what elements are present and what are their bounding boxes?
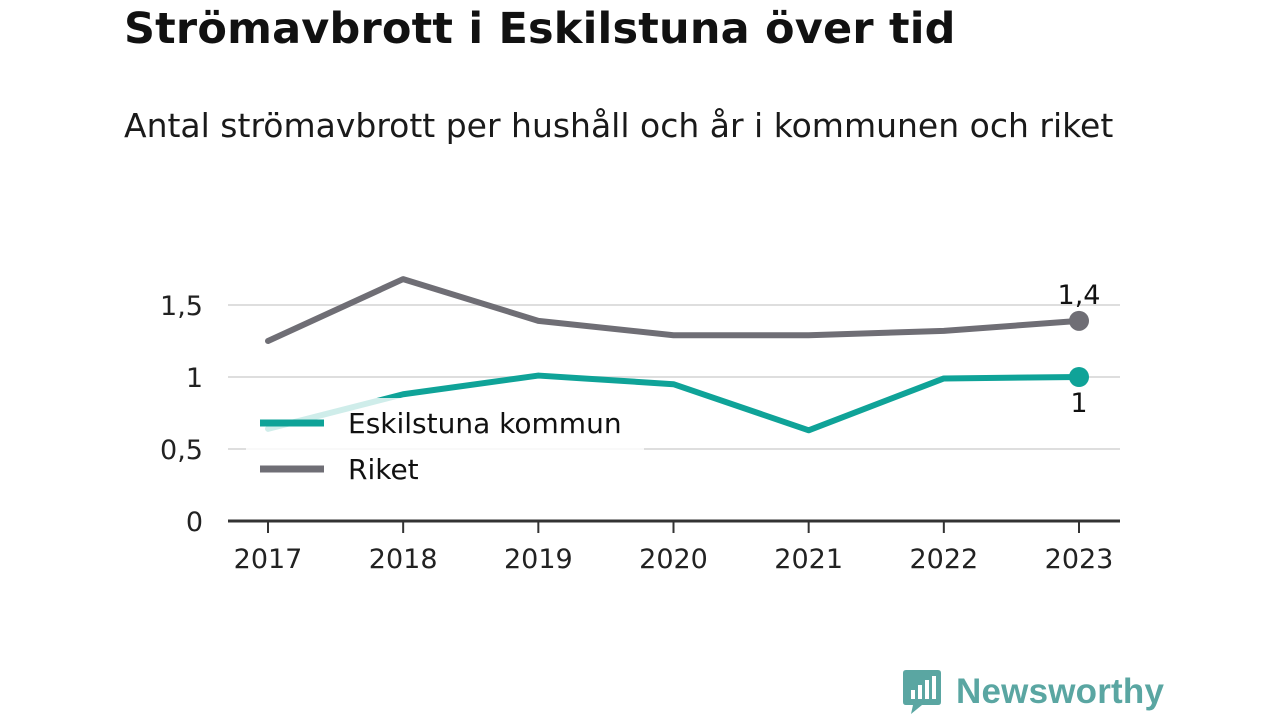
series-lines (265, 276, 1089, 434)
end-point-eskilstuna (1069, 367, 1089, 387)
brand-name: Newsworthy (956, 672, 1165, 711)
chart-title: Strömavbrott i Eskilstuna över tid (124, 4, 956, 54)
series-line-riket (265, 276, 1082, 344)
bar-chart-logo-icon (903, 670, 941, 714)
x-tick-label: 2021 (774, 544, 843, 575)
y-tick-label: 0 (186, 507, 203, 538)
newsworthy-logo: Newsworthy (902, 668, 1164, 716)
end-point-riket (1069, 310, 1089, 331)
x-tick-label: 2022 (909, 544, 978, 575)
x-tick-label: 2020 (639, 544, 708, 575)
x-tick-label: 2023 (1045, 544, 1114, 575)
series-line-eskilstuna (265, 372, 1082, 434)
y-tick-label: 1 (186, 363, 203, 394)
chart-subtitle: Antal strömavbrott per hushåll och år i … (124, 106, 1114, 145)
end-labels: 11,4 (1058, 280, 1101, 419)
legend-background (246, 398, 644, 494)
end-value-label: 1 (1070, 388, 1087, 419)
y-tick-label: 1,5 (160, 291, 203, 322)
legend-label: Riket (348, 453, 419, 486)
x-tick-label: 2019 (504, 544, 573, 575)
legend-label: Eskilstuna kommun (348, 407, 622, 440)
y-tick-label: 0,5 (160, 435, 203, 466)
legend: Eskilstuna kommun Riket (246, 398, 644, 494)
x-tick-label: 2017 (234, 544, 303, 575)
x-tick-label: 2018 (369, 544, 438, 575)
axes: 0 0,5 1 1,5 2017 2018 2019 2020 2021 2022 2023 (160, 291, 1120, 575)
end-value-label: 1,4 (1058, 280, 1101, 311)
